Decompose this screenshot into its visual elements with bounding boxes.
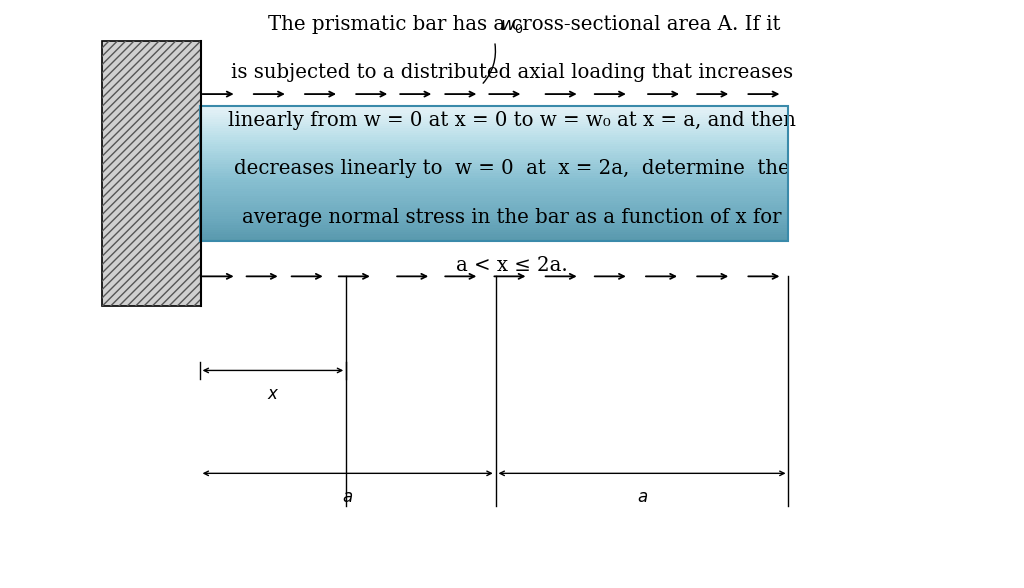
Bar (200, 139, 788, 142)
Bar (102, 41, 201, 306)
Bar (200, 225, 788, 228)
Bar (200, 146, 788, 149)
Bar (200, 200, 788, 203)
Text: $a$: $a$ (637, 488, 647, 506)
Bar (200, 121, 788, 124)
Bar (200, 220, 788, 223)
Bar (200, 123, 788, 126)
Bar (200, 168, 788, 171)
Bar (200, 132, 788, 135)
Bar (200, 191, 788, 194)
Bar (200, 205, 788, 208)
Bar (200, 189, 788, 192)
Bar (200, 112, 788, 115)
Bar (200, 182, 788, 185)
Text: $w_0$: $w_0$ (500, 17, 523, 35)
Bar (200, 213, 788, 216)
Bar (200, 218, 788, 221)
Bar (200, 207, 788, 209)
Text: a < x ≤ 2a.: a < x ≤ 2a. (456, 256, 568, 275)
Bar (200, 162, 788, 165)
Bar (200, 130, 788, 133)
Bar (200, 232, 788, 235)
Text: linearly from w = 0 at x = 0 to w = w₀ at x = a, and then: linearly from w = 0 at x = 0 to w = w₀ a… (228, 111, 796, 130)
Bar (200, 227, 788, 230)
Bar (200, 159, 788, 162)
Bar (200, 184, 788, 187)
Bar (200, 141, 788, 144)
Bar (200, 229, 788, 232)
Bar (200, 180, 788, 182)
Bar (200, 126, 788, 128)
Bar (200, 143, 788, 146)
Bar (200, 119, 788, 122)
Bar (200, 151, 788, 153)
Bar (200, 195, 788, 198)
Text: average normal stress in the bar as a function of x for: average normal stress in the bar as a fu… (243, 208, 781, 226)
Bar (200, 186, 788, 189)
Bar (200, 164, 788, 167)
Bar (200, 106, 788, 241)
Bar (200, 211, 788, 214)
Bar (200, 116, 788, 119)
Bar (200, 110, 788, 113)
Bar (200, 114, 788, 117)
Bar (200, 171, 788, 173)
Bar (200, 202, 788, 205)
Bar (200, 178, 788, 180)
Bar (200, 105, 788, 108)
Bar (200, 216, 788, 219)
Bar (200, 233, 788, 236)
Text: is subjected to a distributed axial loading that increases: is subjected to a distributed axial load… (231, 63, 793, 82)
Bar (200, 238, 788, 241)
Bar (200, 193, 788, 196)
Bar (200, 137, 788, 140)
Bar (200, 153, 788, 155)
Bar (200, 135, 788, 138)
Bar (200, 108, 788, 111)
Text: $a$: $a$ (342, 488, 353, 506)
Bar (200, 155, 788, 158)
Bar (200, 198, 788, 201)
Text: $x$: $x$ (266, 385, 280, 403)
Bar (200, 173, 788, 176)
Bar (200, 166, 788, 169)
Bar (102, 41, 201, 306)
Bar (200, 236, 788, 239)
Bar (200, 209, 788, 212)
Text: decreases linearly to  w = 0  at  x = 2a,  determine  the: decreases linearly to w = 0 at x = 2a, d… (234, 159, 790, 178)
Bar (200, 148, 788, 151)
Bar (200, 128, 788, 131)
Bar (200, 175, 788, 178)
Bar (200, 157, 788, 160)
Bar (200, 222, 788, 225)
Text: The prismatic bar has a cross-sectional area A. If it: The prismatic bar has a cross-sectional … (244, 15, 780, 34)
